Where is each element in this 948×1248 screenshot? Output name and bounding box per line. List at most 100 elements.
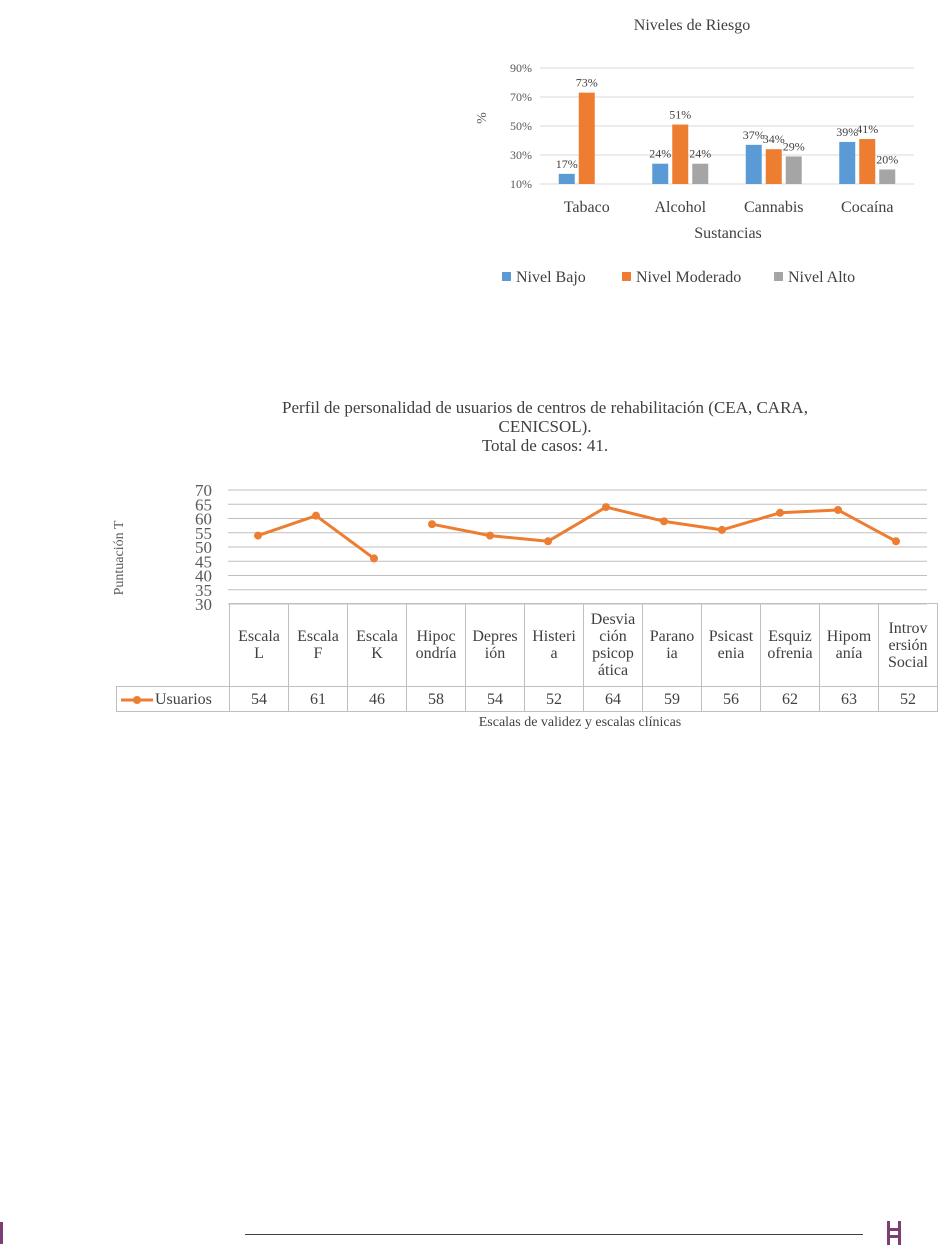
data-table-value: 54 xyxy=(229,686,289,712)
chart2-point xyxy=(892,537,900,546)
chart1-ytick-label: 10% xyxy=(510,177,532,191)
legend-line-marker-icon xyxy=(121,695,153,704)
chart2-point xyxy=(312,511,320,520)
chart1-data-label: 34% xyxy=(763,132,785,146)
chart2-line-segment xyxy=(315,514,375,560)
data-table-category: Esquiz ofrenia xyxy=(760,603,820,687)
data-table-category: Hipoc ondría xyxy=(406,603,466,687)
chart1-bar xyxy=(578,92,595,184)
chart1-ylabel: % xyxy=(475,112,490,124)
chart2-point xyxy=(254,531,262,540)
chart2-ytick-label: 45 xyxy=(195,552,212,571)
chart2-point xyxy=(718,525,726,534)
data-table-category: Hipom anía xyxy=(819,603,879,687)
chart1-ytick-label: 50% xyxy=(510,119,532,133)
chart2-xlabel: Escalas de validez y escalas clínicas xyxy=(478,715,682,730)
data-table-category: Psicast enia xyxy=(701,603,761,687)
chart2-line-segment xyxy=(547,505,607,543)
data-table-value: 58 xyxy=(406,686,466,712)
chart1-bar xyxy=(558,173,575,184)
chart2-line-segment xyxy=(489,534,549,543)
chart2-line-segment xyxy=(663,519,723,532)
chart1-data-label: 24% xyxy=(649,147,671,161)
chart2-title-line-1: Perfil de personalidad de usuarios de ce… xyxy=(282,398,808,417)
left-edge-mark xyxy=(0,1222,3,1244)
chart2-point xyxy=(602,503,610,512)
chart1-bar xyxy=(652,163,669,184)
chart1-data-label: 29% xyxy=(783,139,805,153)
chart2-ytick-label: 65 xyxy=(195,495,212,514)
series-legend-usuarios: Usuarios xyxy=(116,686,230,712)
chart2-point xyxy=(428,520,436,529)
chart2-data-table: Escala L Escala F Escala K Hipoc ondría Depres ió… xyxy=(116,603,938,712)
chart1-ytick-label: 90% xyxy=(510,61,532,75)
chart1-ytick-label: 70% xyxy=(510,90,532,104)
chart1-data-label: 20% xyxy=(876,153,898,167)
data-table-value: 54 xyxy=(465,686,525,712)
chart2-point xyxy=(834,505,842,514)
chart2-point xyxy=(660,517,668,526)
chart2-point xyxy=(370,554,378,563)
data-table-value: 62 xyxy=(760,686,820,712)
chart1-bar xyxy=(692,163,709,184)
chart1-legend-swatch xyxy=(774,272,783,281)
chart1-legend-label: Nivel Bajo xyxy=(516,269,586,286)
footer-rule xyxy=(245,1234,863,1235)
chart1-legend-label: Nivel Alto xyxy=(788,269,855,286)
data-table-value: 52 xyxy=(878,686,938,712)
chart2-ytick-label: 70 xyxy=(195,481,212,500)
data-table-value: 61 xyxy=(288,686,348,712)
data-table-value: 46 xyxy=(347,686,407,712)
chart1-title: Niveles de Riesgo xyxy=(634,17,750,34)
chart2-line-segment xyxy=(721,511,781,532)
chart1-legend-label: Nivel Moderado xyxy=(636,269,741,286)
series-name: Usuarios xyxy=(155,690,212,708)
data-table-value: 63 xyxy=(819,686,879,712)
chart1-data-label: 39% xyxy=(836,125,858,139)
chart2-title: Perfil de personalidad de usuarios de ce… xyxy=(200,398,890,455)
chart1-data-label: 24% xyxy=(689,147,711,161)
data-table-value: 64 xyxy=(583,686,643,712)
chart2-ytick-label: 35 xyxy=(195,581,212,600)
chart1-bar xyxy=(672,124,689,184)
chart2-title-line-3: Total de casos: 41. xyxy=(481,436,609,455)
chart1-data-label: 51% xyxy=(669,108,691,122)
chart1-bar xyxy=(785,156,802,184)
chart1-category-label: Cocaína xyxy=(841,199,893,216)
chart1-bar xyxy=(859,139,876,184)
data-table-category: Desvia ción psicop ática xyxy=(583,603,643,687)
data-table-category: Parano ia xyxy=(642,603,702,687)
chart1-data-label: 41% xyxy=(856,122,878,136)
chart2-line-segment xyxy=(605,505,665,523)
data-table-value: 56 xyxy=(701,686,761,712)
chart2-ytick-label: 40 xyxy=(195,567,212,586)
chart1-legend-swatch xyxy=(622,272,631,281)
chart1-bar xyxy=(879,169,896,184)
chart2-line-segment xyxy=(837,508,897,543)
chart1-category-label: Tabaco xyxy=(564,199,610,216)
data-table-value: 52 xyxy=(524,686,584,712)
logo-icon xyxy=(887,1221,901,1245)
data-table-category: Histeri a xyxy=(524,603,584,687)
chart1-ytick-label: 30% xyxy=(510,148,532,162)
chart1-data-label: 73% xyxy=(576,76,598,90)
data-table-category: Escala F xyxy=(288,603,348,687)
chart2-point xyxy=(776,508,784,517)
chart2-ytick-label: 60 xyxy=(195,510,212,529)
chart1-bar xyxy=(765,149,782,184)
data-table-category: Depres ión xyxy=(465,603,525,687)
chart1-bar xyxy=(745,144,762,184)
chart2-point xyxy=(544,537,552,546)
chart2-ytick-label: 50 xyxy=(195,538,212,557)
chart1-bar xyxy=(839,141,856,184)
chart1-category-label: Alcohol xyxy=(654,199,706,216)
chart1-xlabel: Sustancias xyxy=(694,225,762,242)
data-table-category: Introv ersión Social xyxy=(878,603,938,687)
chart2-point xyxy=(486,531,494,540)
data-table-value: 59 xyxy=(642,686,702,712)
chart2-ytick-label: 55 xyxy=(195,524,212,543)
data-table-category: Escala K xyxy=(347,603,407,687)
chart2-line-segment xyxy=(779,508,839,515)
chart2-line-segment xyxy=(257,514,317,538)
